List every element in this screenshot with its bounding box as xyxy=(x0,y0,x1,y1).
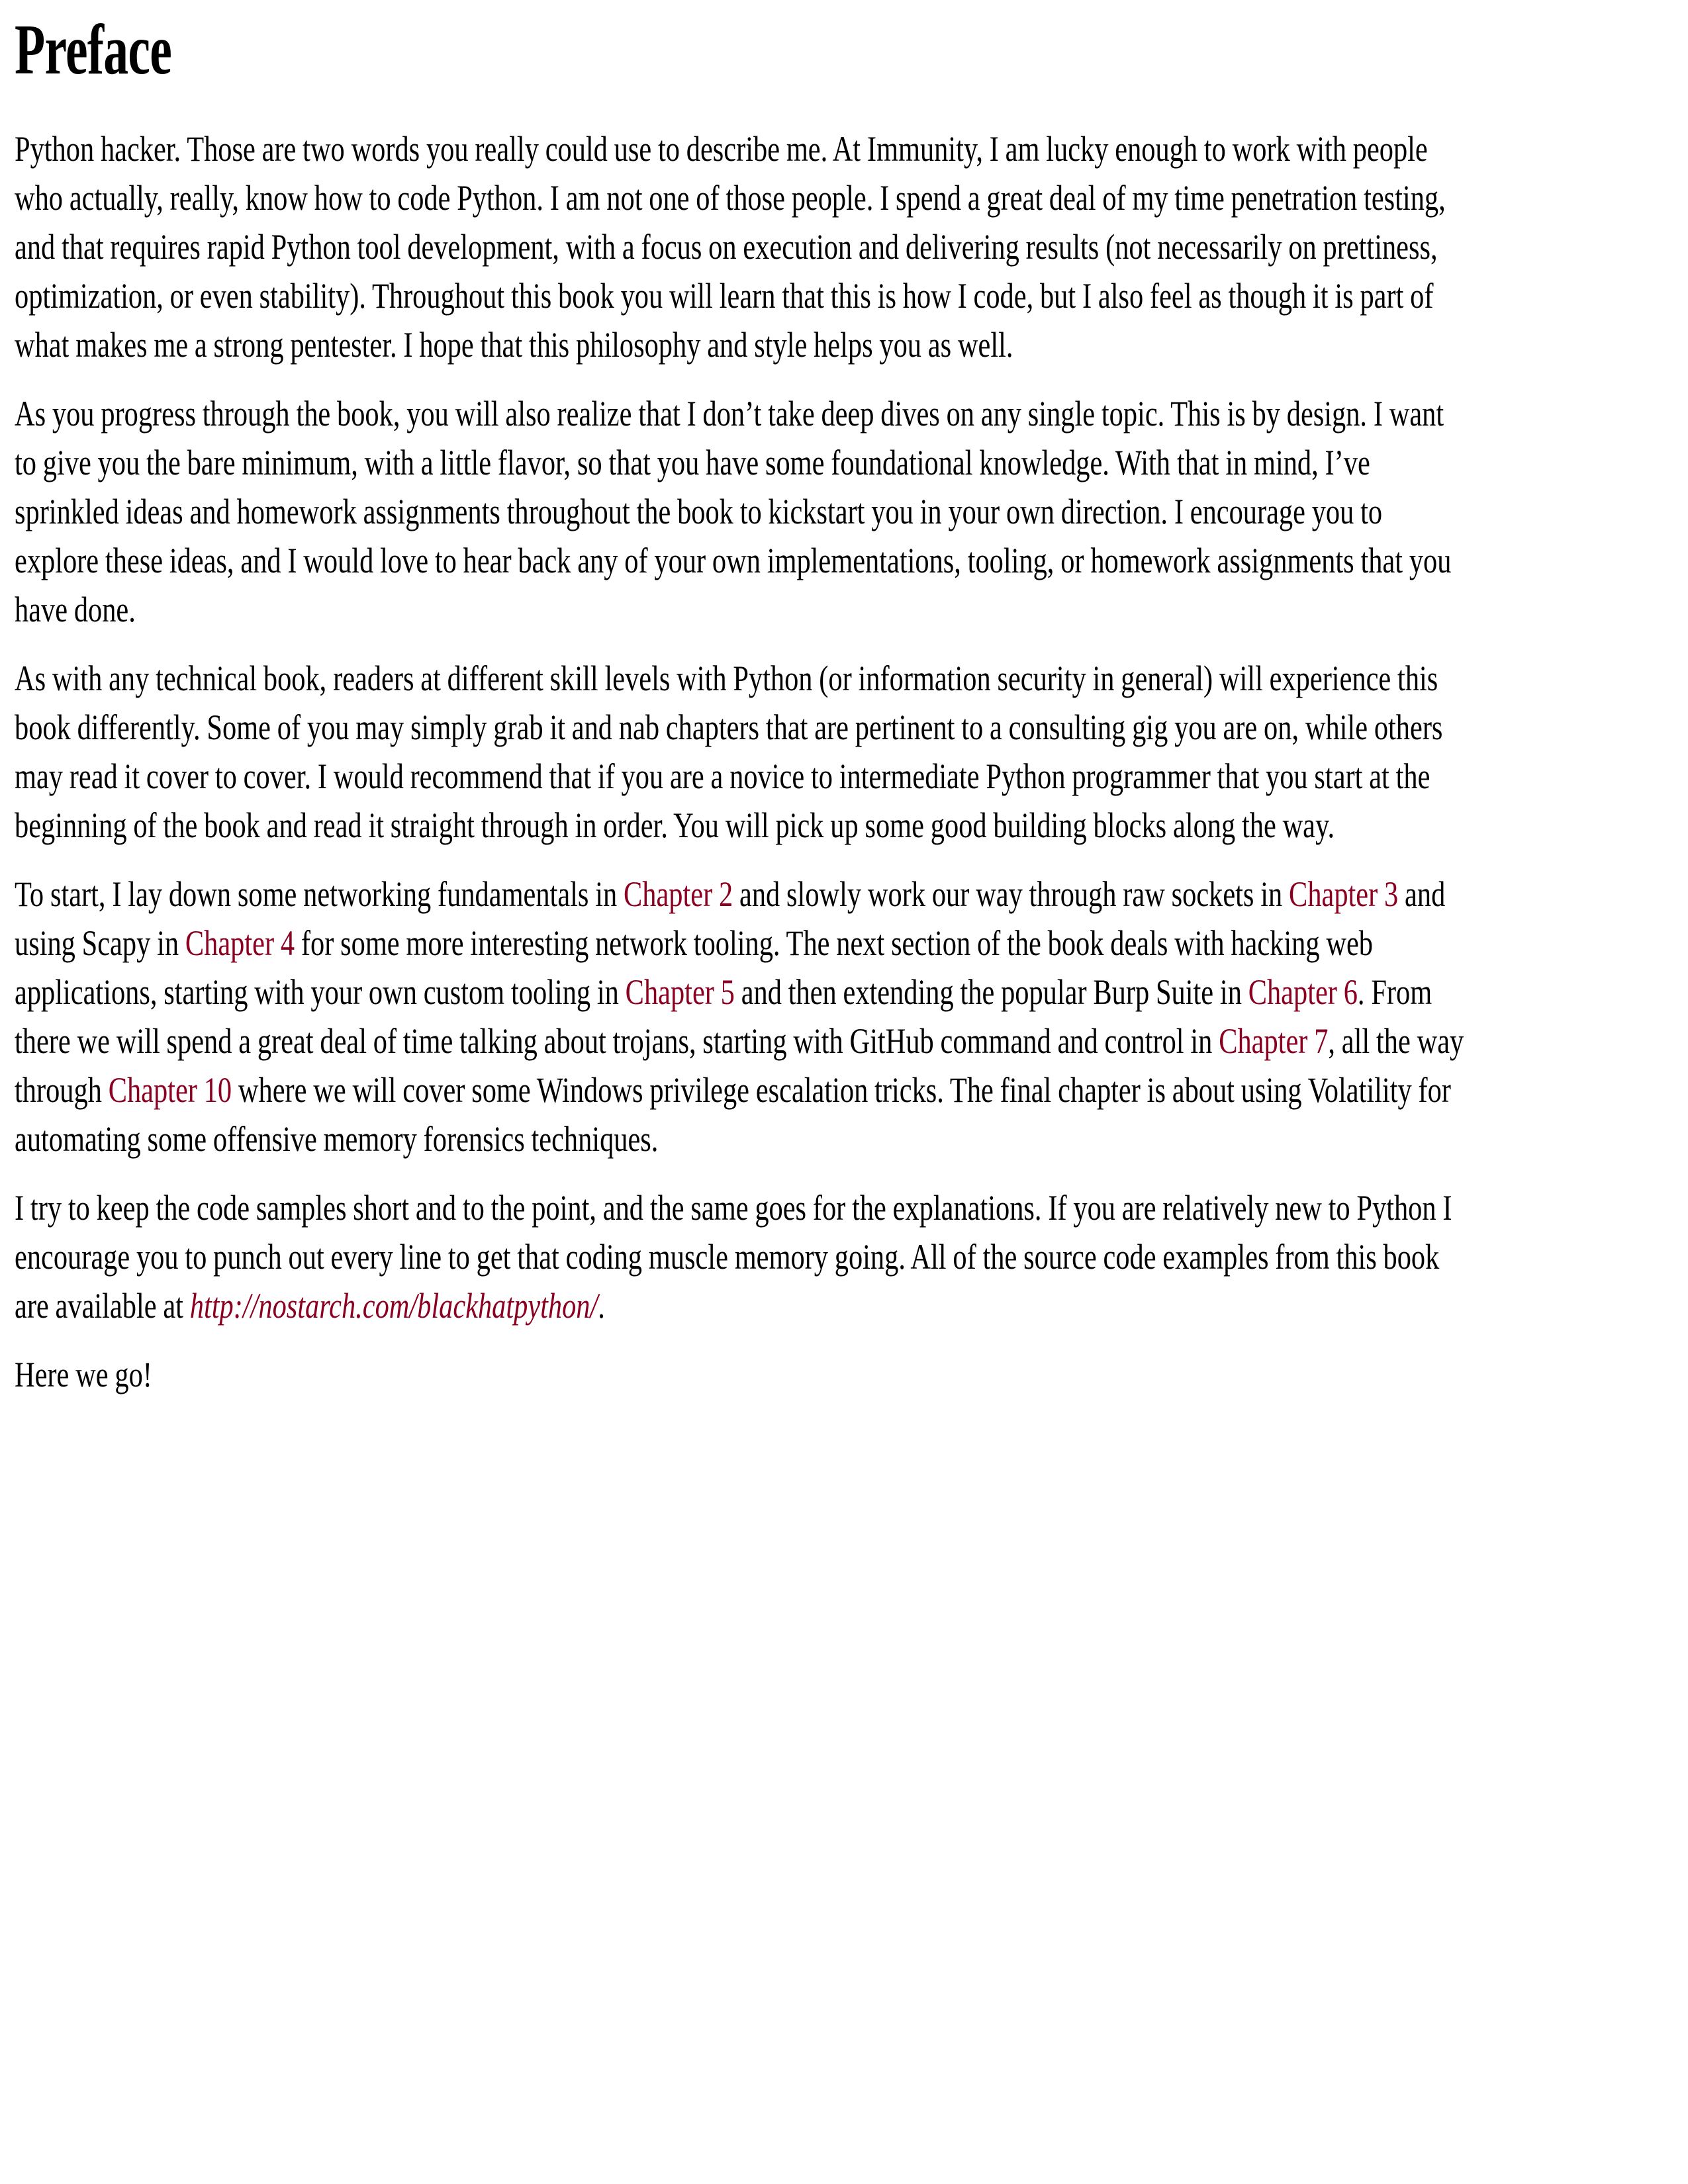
paragraph-4-text-segment-6: . From there we will spend a great deal … xyxy=(15,972,1432,1061)
paragraph-1: Python hacker. Those are two words you r… xyxy=(15,129,1446,365)
preface-body: Python hacker. Those are two words you r… xyxy=(15,124,1470,1399)
paragraph-4-text-segment-7: , all the way through xyxy=(15,1021,1464,1110)
paragraph-4-text-segment-8: where we will cover some Windows privile… xyxy=(15,1070,1451,1159)
chapter-link-10[interactable]: Chapter 10 xyxy=(108,1070,232,1110)
paragraph-4-text-segment-1: To start, I lay down some networking fun… xyxy=(15,874,624,914)
paragraph-4-text-segment-5: and then extending the popular Burp Suit… xyxy=(734,972,1248,1012)
paragraph-4-chapter-overview: To start, I lay down some networking fun… xyxy=(15,870,1470,1163)
paragraph-3: As with any technical book, readers at d… xyxy=(15,659,1443,845)
paragraph-6-closing: Here we go! xyxy=(15,1355,152,1394)
source-code-url-link[interactable]: http://nostarch.com/blackhatpython/ xyxy=(189,1286,598,1326)
chapter-link-4[interactable]: Chapter 4 xyxy=(185,923,295,963)
chapter-link-3[interactable]: Chapter 3 xyxy=(1289,874,1399,914)
page-title: Preface xyxy=(15,11,172,89)
chapter-link-7[interactable]: Chapter 7 xyxy=(1219,1021,1329,1061)
paragraph-5-source-code: I try to keep the code samples short and… xyxy=(15,1183,1470,1330)
chapter-link-5[interactable]: Chapter 5 xyxy=(625,972,735,1012)
paragraph-5-text-segment-2: . xyxy=(598,1286,605,1326)
paragraph-5-text-segment-1: I try to keep the code samples short and… xyxy=(15,1188,1452,1326)
paragraph-4-text-segment-4: for some more interesting network toolin… xyxy=(15,923,1373,1012)
paragraph-4-text-segment-2: and slowly work our way through raw sock… xyxy=(733,874,1289,914)
paragraph-4-text-segment-3: and using Scapy in xyxy=(15,874,1446,963)
paragraph-2: As you progress through the book, you wi… xyxy=(15,394,1452,629)
chapter-link-2[interactable]: Chapter 2 xyxy=(624,874,733,914)
chapter-link-6[interactable]: Chapter 6 xyxy=(1248,972,1358,1012)
